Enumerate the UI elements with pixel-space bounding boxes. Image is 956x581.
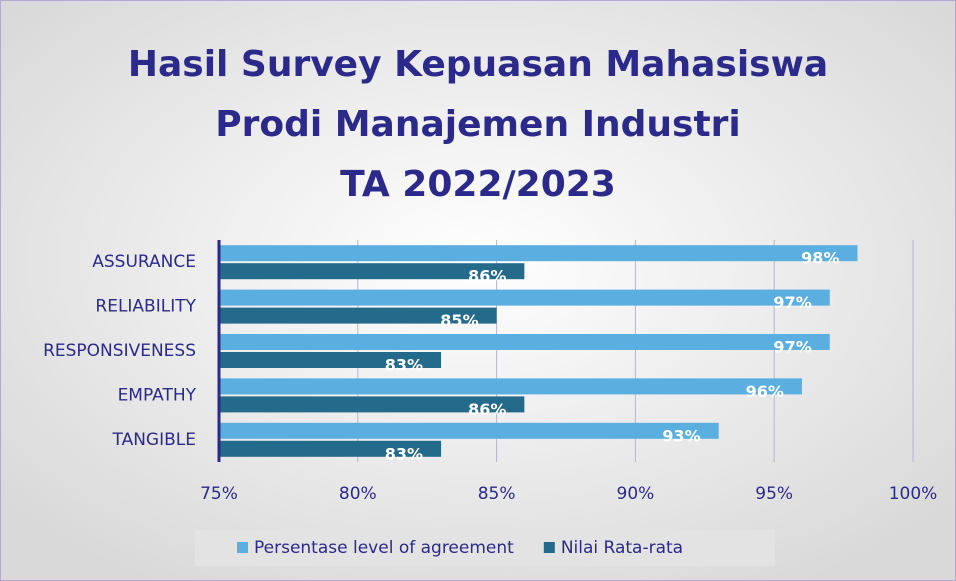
data-label: 86%: [468, 400, 506, 419]
data-label: 98%: [801, 249, 839, 268]
bar: [219, 334, 830, 350]
y-tick-label: RESPONSIVENESS: [43, 341, 196, 361]
bar: [219, 396, 525, 413]
legend-marker: [237, 542, 248, 553]
bar: [219, 307, 497, 324]
x-tick-label: 100%: [889, 484, 938, 504]
data-label: 83%: [385, 356, 423, 375]
x-tick-label: 75%: [200, 484, 238, 504]
x-tick-label: 80%: [339, 484, 377, 504]
y-tick-label: RELIABILITY: [95, 297, 196, 317]
data-label: 86%: [468, 267, 506, 286]
chart-title: Prodi Manajemen Industri: [215, 104, 741, 145]
data-label: 83%: [385, 444, 423, 463]
data-label: 97%: [773, 338, 811, 357]
bar: [219, 352, 442, 368]
y-tick-label: EMPATHY: [118, 385, 197, 405]
bar: [219, 263, 525, 280]
y-tick-label: TANGIBLE: [112, 430, 196, 450]
bar: [219, 245, 858, 262]
bar: [219, 440, 442, 457]
legend-box: [195, 530, 775, 566]
bar: [219, 378, 802, 395]
bar: [219, 422, 719, 439]
x-tick-label: 90%: [617, 484, 655, 504]
legend-label: Persentase level of agreement: [254, 538, 514, 558]
x-tick-label: 85%: [478, 484, 516, 504]
chart-title: Hasil Survey Kepuasan Mahasiswa: [128, 44, 828, 85]
legend-label: Nilai Rata-rata: [561, 538, 683, 558]
x-tick-label: 95%: [755, 484, 793, 504]
bar: [219, 289, 830, 306]
legend-marker: [543, 542, 555, 553]
chart-title: TA 2022/2023: [340, 164, 616, 205]
data-label: 93%: [662, 426, 700, 445]
data-label: 96%: [746, 382, 784, 401]
data-label: 97%: [773, 293, 811, 312]
data-label: 85%: [440, 311, 478, 330]
y-tick-label: ASSURANCE: [92, 252, 196, 272]
